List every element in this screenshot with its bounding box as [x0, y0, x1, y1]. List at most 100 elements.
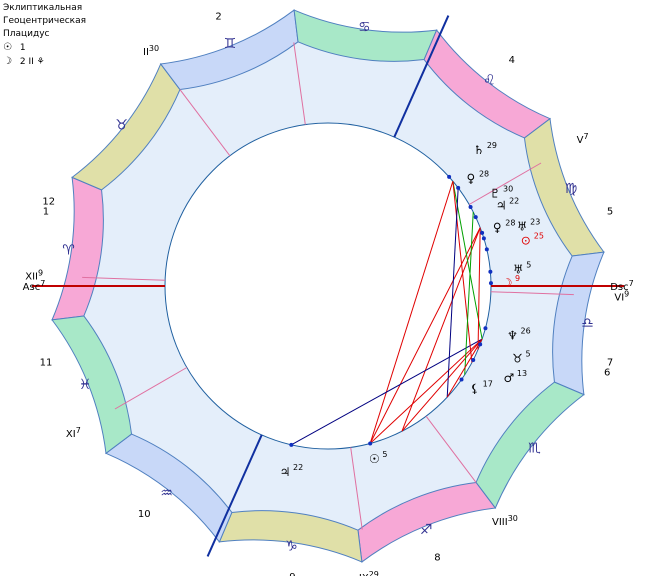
zodiac-sign-icon: ♍ [565, 181, 578, 197]
planet-dot [488, 269, 493, 274]
planet-icon: ♅ [513, 262, 524, 276]
aspect-line [464, 211, 474, 375]
planet-degree: 17 [483, 380, 493, 389]
aspect-line [452, 181, 483, 340]
planet-dot [447, 174, 452, 179]
planet-dot [480, 230, 485, 235]
planet-degree: 13 [517, 369, 527, 378]
aspect-line [446, 187, 459, 398]
planet-icon: ⚸ [470, 382, 479, 396]
house-number: 6 [604, 367, 610, 378]
legend-line-3: Плацидус [3, 29, 50, 39]
house-number: 10 [138, 509, 151, 520]
house-cusp-line [393, 15, 450, 138]
zodiac-sign-icon: ♊ [224, 36, 237, 52]
house-cusp-line [82, 276, 166, 281]
aspect-line [477, 227, 481, 350]
house-cusp-line [350, 447, 363, 530]
cusp-degree: 9 [624, 289, 629, 298]
sun-icon: ☉ [3, 42, 12, 53]
aspect-line [446, 338, 483, 398]
planet-degree: 22 [509, 196, 519, 205]
aspect-lines [291, 181, 483, 446]
planet-dot [456, 185, 461, 190]
moon-icon: ☽ [3, 56, 12, 67]
cusp-degree: 29 [369, 570, 379, 576]
house-cusp-line [179, 89, 231, 157]
planet-icon: ♃ [496, 198, 507, 212]
planet-icon: ♉ [512, 352, 523, 366]
planet-icon: ♆ [507, 328, 518, 342]
planet-icon: ☉ [369, 452, 380, 466]
cusp-label: II30 [143, 44, 159, 58]
cusp-label: Asc7 [23, 279, 46, 293]
zodiac-sign-icon: ♐ [420, 522, 433, 538]
planet-dot [471, 358, 476, 363]
planet-degree: 25 [534, 231, 544, 240]
planet-degree: 26 [520, 326, 530, 335]
zodiac-sign-icon: ♏ [528, 440, 541, 456]
legend-sun-row: ☉ 1 [3, 41, 86, 55]
house-cusp-line [425, 415, 477, 483]
planet-degree: 28 [505, 219, 515, 228]
planet-dot [289, 442, 294, 447]
aspect-line [291, 338, 483, 446]
cusp-degree: 7 [583, 132, 588, 141]
cusp-label: IX29 [359, 570, 379, 576]
planet-icon: ♀ [493, 221, 502, 235]
aspect-line [369, 181, 454, 444]
planet-degree: 30 [503, 184, 513, 193]
zodiac-sign-icon: ♑ [285, 538, 298, 554]
planet-degree: 23 [530, 218, 540, 227]
planet-dot [484, 247, 489, 252]
planet-icon: ♀ [467, 171, 476, 185]
planet-degree: 5 [382, 450, 387, 459]
zodiac-sign-icon: ♈ [62, 243, 75, 259]
cusp-degree: 7 [629, 279, 634, 288]
legend-line-1: Эклиптикальная [3, 3, 83, 13]
zodiac-sign-icon: ♌ [483, 73, 496, 89]
cusp-label: III29 [278, 0, 297, 2]
legend-sun-value: 1 [19, 43, 26, 53]
zodiac-sign-icon: ♋ [358, 20, 371, 36]
chart-legend: Эклиптикальная Геоцентрическая Плацидус … [3, 2, 86, 69]
zodiac-sign-icon: ♎ [581, 315, 594, 331]
planet-degree: 22 [293, 463, 303, 472]
legend-moon-row: ☽ 2 II ⚘ [3, 55, 86, 69]
inner-circle [164, 122, 492, 450]
planet-dot [468, 204, 473, 209]
house-number: 2 [215, 11, 221, 22]
planet-dot [481, 236, 486, 241]
planet-degree: 9 [515, 274, 520, 283]
house-number: 3 [360, 0, 366, 3]
house-number: 11 [40, 358, 53, 369]
cusp-degree: 30 [508, 514, 518, 523]
planet-icon: ⊙ [521, 233, 531, 247]
house-number: 5 [607, 206, 613, 217]
planet-icon: ♃ [280, 465, 291, 479]
aspect-line [401, 338, 483, 432]
zodiac-sign-icon: ♓ [79, 377, 92, 393]
planet-dot [459, 377, 464, 382]
house-cusp-line [490, 291, 574, 296]
legend-moon-value: 2 II [19, 57, 34, 67]
planet-degree: 5 [526, 350, 531, 359]
house-cusp-line [293, 42, 306, 125]
planet-icon: ♇ [490, 186, 501, 200]
planet-dot [368, 441, 373, 446]
zodiac-sign-icon: ♉ [115, 118, 128, 134]
house-cusp-line [206, 434, 263, 557]
aspect-line [369, 338, 483, 444]
cusp-degree: 30 [149, 44, 159, 53]
planet-dot [488, 281, 493, 286]
cusp-degree: 7 [40, 279, 45, 288]
legend-extra-icon: ⚘ [36, 57, 45, 67]
planet-icon: ☽ [502, 276, 513, 290]
house-cusp-line [468, 162, 542, 205]
planet-degree: 5 [526, 260, 531, 269]
house-cusp-line [114, 367, 188, 410]
legend-line-2: Геоцентрическая [3, 16, 87, 26]
planet-dot [478, 342, 483, 347]
zodiac-sign-icon: ♒ [160, 485, 173, 501]
